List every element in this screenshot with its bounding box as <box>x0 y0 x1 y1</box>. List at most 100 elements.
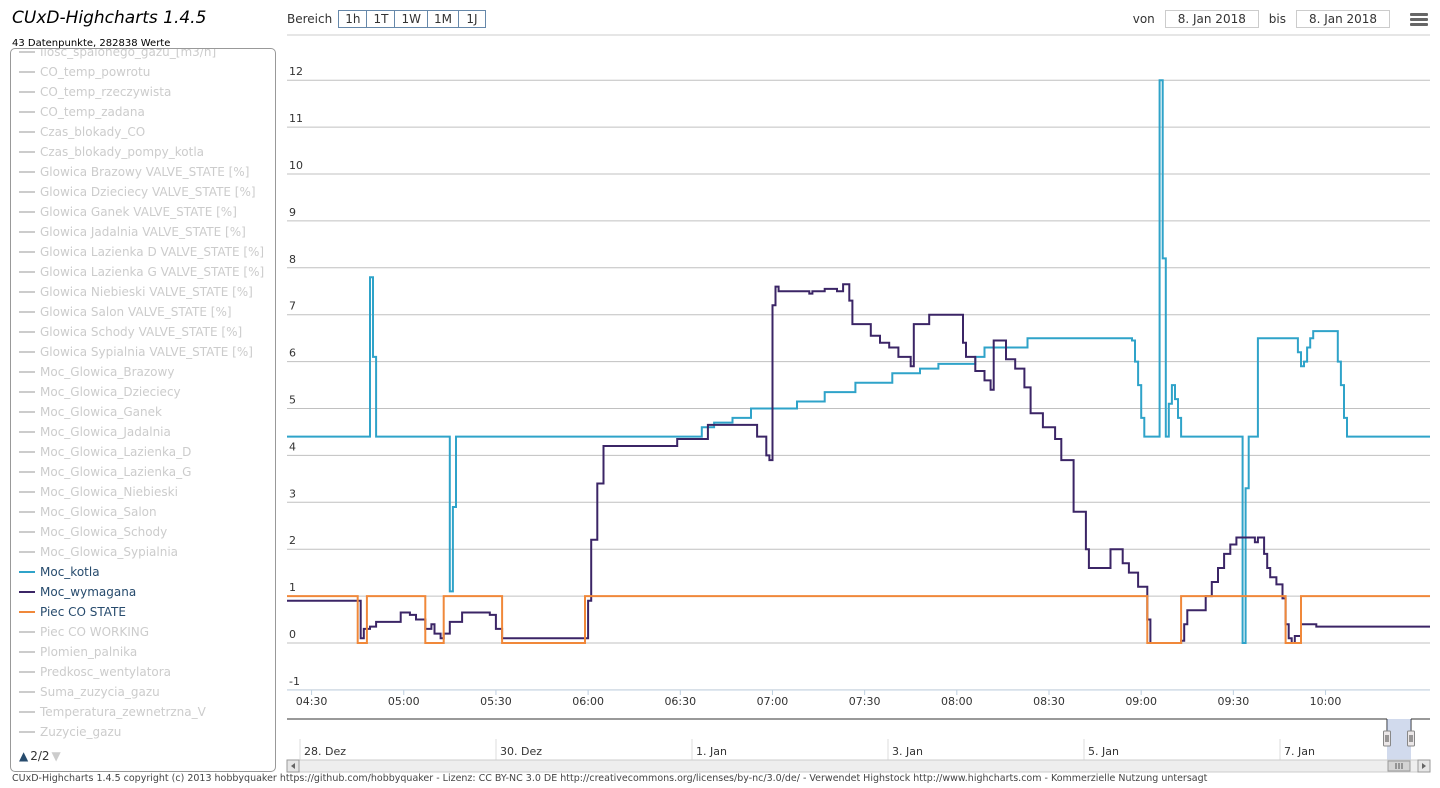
legend-panel: Ilosc_spalonego_gazu_[m3/h] CO_temp_powro… <box>10 48 276 772</box>
legend-line-icon <box>19 711 35 713</box>
range-button-1j[interactable]: 1J <box>457 10 486 28</box>
legend-item-label: Glowica Dzieciecy VALVE_STATE [%] <box>40 185 256 199</box>
range-button-1h[interactable]: 1h <box>338 10 368 28</box>
legend-item[interactable]: Predkosc_wentylatora <box>11 662 275 682</box>
legend-line-icon <box>19 371 35 373</box>
legend-item[interactable]: Plomien_palnika <box>11 642 275 662</box>
navigator-handle[interactable] <box>1383 730 1391 747</box>
x-tick-label: 08:00 <box>941 695 973 708</box>
legend-item[interactable]: Moc_Glowica_Ganek <box>11 402 275 422</box>
legend-item[interactable]: Glowica Ganek VALVE_STATE [%] <box>11 202 275 222</box>
legend-item-label: Moc_Glowica_Lazienka_D <box>40 445 192 459</box>
legend-item[interactable]: Czas_blokady_CO <box>11 122 275 142</box>
legend-item[interactable]: Moc_Glowica_Schody <box>11 522 275 542</box>
legend-line-icon <box>19 651 35 653</box>
legend-line-icon <box>19 291 35 293</box>
legend-line-icon <box>19 571 35 573</box>
legend-page-down-icon[interactable]: ▼ <box>51 749 61 763</box>
y-tick-label: 11 <box>289 112 303 125</box>
legend-line-icon <box>19 471 35 473</box>
to-date-input[interactable] <box>1296 10 1390 28</box>
legend-item[interactable]: Moc_Glowica_Lazienka_G <box>11 462 275 482</box>
legend-line-icon <box>19 151 35 153</box>
from-label: von <box>1132 12 1155 26</box>
y-tick-label: 3 <box>289 487 296 500</box>
legend-item-label: Glowica Brazowy VALVE_STATE [%] <box>40 165 250 179</box>
legend-line-icon <box>19 191 35 193</box>
navigator-label: 5. Jan <box>1088 745 1119 758</box>
navigator-label: 28. Dez <box>304 745 346 758</box>
legend-item[interactable]: Suma_zuzycia_gazu <box>11 682 275 702</box>
range-button-1m[interactable]: 1M <box>426 10 459 28</box>
legend-line-icon <box>19 71 35 73</box>
range-button-1w[interactable]: 1W <box>394 10 428 28</box>
legend-item[interactable]: Glowica Lazienka D VALVE_STATE [%] <box>11 242 275 262</box>
legend-item[interactable]: CO_temp_zadana <box>11 102 275 122</box>
legend-item-label: Ilosc_spalonego_gazu_[m3/h] <box>40 48 217 59</box>
legend-item-label: Glowica Ganek VALVE_STATE [%] <box>40 205 237 219</box>
legend-item[interactable]: Glowica Jadalnia VALVE_STATE [%] <box>11 222 275 242</box>
legend-item-label: Moc_Glowica_Niebieski <box>40 485 178 499</box>
y-tick-label: 7 <box>289 300 296 313</box>
range-label: Bereich <box>287 12 333 26</box>
y-tick-label: 5 <box>289 394 296 407</box>
legend-item-label: Moc_Glowica_Ganek <box>40 405 162 419</box>
legend-item[interactable]: Glowica Niebieski VALVE_STATE [%] <box>11 282 275 302</box>
from-date-input[interactable] <box>1164 10 1259 28</box>
legend-item[interactable]: Zuzycie_gazu <box>11 722 275 742</box>
legend-item[interactable]: Moc_Glowica_Lazienka_D <box>11 442 275 462</box>
legend-item[interactable]: Czas_blokady_pompy_kotla <box>11 142 275 162</box>
legend-item[interactable]: CO_temp_powrotu <box>11 62 275 82</box>
legend-item[interactable]: Moc_Glowica_Brazowy <box>11 362 275 382</box>
legend-line-icon <box>19 411 35 413</box>
legend-item[interactable]: Moc_Glowica_Niebieski <box>11 482 275 502</box>
scroll-right-arrow-icon <box>1422 763 1426 769</box>
legend-item[interactable]: Glowica Salon VALVE_STATE [%] <box>11 302 275 322</box>
legend-line-icon <box>19 251 35 253</box>
navigator-label: 3. Jan <box>892 745 923 758</box>
navigator-handle[interactable] <box>1407 730 1415 747</box>
series-line-piec-co-state <box>287 595 1430 644</box>
legend-item[interactable]: Glowica Lazienka G VALVE_STATE [%] <box>11 262 275 282</box>
series-line-moc-wymagana <box>287 283 1430 644</box>
legend-item[interactable]: Glowica Sypialnia VALVE_STATE [%] <box>11 342 275 362</box>
legend-page-up-icon[interactable]: ▲ <box>19 749 29 763</box>
legend-line-icon <box>19 551 35 553</box>
y-tick-label: 1 <box>289 581 296 594</box>
legend-item[interactable]: Moc_kotla <box>11 562 275 582</box>
legend-item[interactable]: CO_temp_rzeczywista <box>11 82 275 102</box>
legend-line-icon <box>19 51 35 53</box>
x-tick-label: 06:30 <box>664 695 696 708</box>
scrollbar-track[interactable] <box>286 759 1431 773</box>
hamburger-menu-icon[interactable] <box>1410 13 1428 27</box>
legend-line-icon <box>19 391 35 393</box>
legend-item[interactable]: Ilosc_spalonego_gazu_[m3/h] <box>11 48 275 62</box>
legend-item[interactable]: Moc_Glowica_Sypialnia <box>11 542 275 562</box>
legend-item-label: Temperatura_zewnetrzna_V <box>40 705 206 719</box>
legend-line-icon <box>19 431 35 433</box>
legend-line-icon <box>19 631 35 633</box>
legend-line-icon <box>19 231 35 233</box>
legend-item-label: Moc_Glowica_Lazienka_G <box>40 465 192 479</box>
legend-item-label: Piec CO WORKING <box>40 625 150 639</box>
legend-item[interactable]: Moc_Glowica_Dzieciecy <box>11 382 275 402</box>
legend-item[interactable]: Moc_Glowica_Salon <box>11 502 275 522</box>
legend-item[interactable]: Piec CO WORKING <box>11 622 275 642</box>
legend-item[interactable]: Temperatura_zewnetrzna_V <box>11 702 275 722</box>
legend-item-label: Glowica Sypialnia VALVE_STATE [%] <box>40 345 253 359</box>
navigator-label: 1. Jan <box>696 745 727 758</box>
legend-item-label: Glowica Lazienka D VALVE_STATE [%] <box>40 245 265 259</box>
legend-item-label: Glowica Salon VALVE_STATE [%] <box>40 305 232 319</box>
x-tick-label: 09:30 <box>1218 695 1250 708</box>
legend-line-icon <box>19 511 35 513</box>
legend-line-icon <box>19 611 35 613</box>
y-tick-label: 9 <box>289 206 296 219</box>
legend-item[interactable]: Moc_Glowica_Jadalnia <box>11 422 275 442</box>
legend-item[interactable]: Piec CO STATE <box>11 602 275 622</box>
legend-item[interactable]: Moc_wymagana <box>11 582 275 602</box>
legend-item[interactable]: Glowica Schody VALVE_STATE [%] <box>11 322 275 342</box>
legend-item[interactable]: Glowica Dzieciecy VALVE_STATE [%] <box>11 182 275 202</box>
legend-item-label: Glowica Niebieski VALVE_STATE [%] <box>40 285 253 299</box>
legend-item[interactable]: Glowica Brazowy VALVE_STATE [%] <box>11 162 275 182</box>
range-button-1t[interactable]: 1T <box>366 10 396 28</box>
